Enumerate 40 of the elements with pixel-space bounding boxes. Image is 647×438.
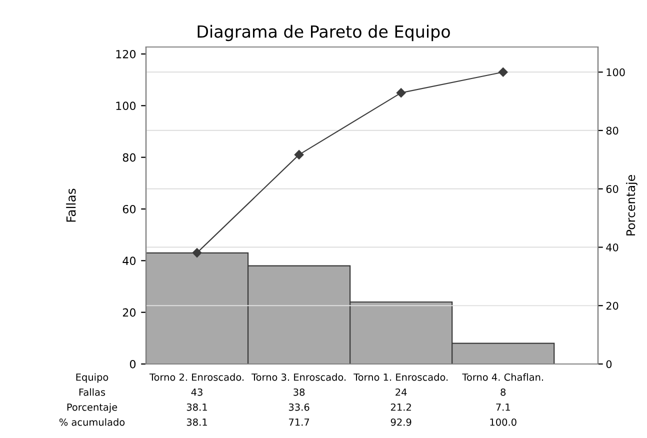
y2-tick-label: 0 [606, 360, 612, 368]
data-label: 71.7 [289, 418, 310, 426]
y2-axis-title: Porcentaje [626, 175, 638, 236]
data-label: 38 [294, 388, 305, 396]
y-axis-title: Fallas [66, 188, 76, 222]
y2-tick-label: 20 [606, 302, 618, 310]
text: 38.1 [186, 403, 207, 411]
point [396, 88, 406, 98]
y-tick-label: 20 [122, 308, 136, 317]
data-label: 43 [191, 388, 202, 396]
point [192, 248, 202, 258]
text: Fallas [79, 388, 106, 396]
data-label: 8 [500, 388, 506, 396]
y2-tick-label: 40 [606, 243, 618, 252]
data-label: 100.0 [490, 418, 516, 426]
data-label: 92.9 [390, 418, 412, 426]
text: 33.6 [288, 403, 310, 411]
y2-tick-label: 100 [606, 68, 625, 76]
y-tick-label: 60 [122, 204, 136, 214]
y-tick-label: 40 [122, 256, 136, 266]
y2-tick-label: 80 [606, 126, 618, 135]
x-tick-label: Torno 2. Enroscado. [149, 373, 244, 381]
y-tick-label: 0 [130, 360, 136, 368]
y-tick-label: 80 [122, 153, 136, 162]
x-tick-label: Torno 3. Enroscado. [251, 373, 346, 381]
x-tick-label: Torno 4. Chaflan. [462, 373, 543, 381]
text: 7.1 [496, 404, 510, 411]
x-tick-label: Torno 1. Enroscado. [354, 373, 448, 381]
data-label: 38.1 [186, 418, 207, 426]
text: % acumulado [59, 418, 125, 426]
data-label: 24 [396, 388, 407, 396]
y-tick-label: 100 [116, 102, 136, 110]
chart-title: Diagrama de Pareto de Equipo [198, 24, 450, 42]
point [294, 150, 304, 160]
text: 21.2 [390, 403, 411, 411]
point [498, 67, 508, 77]
y-tick-label: 120 [116, 50, 136, 58]
text: Porcentaje [67, 403, 118, 413]
x-axis-title: Equipo [76, 373, 108, 383]
y2-tick-label: 60 [606, 185, 618, 193]
